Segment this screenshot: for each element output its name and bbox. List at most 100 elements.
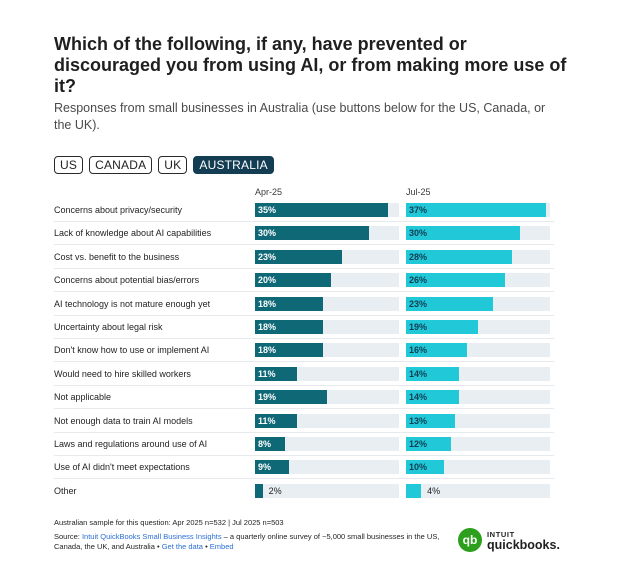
apr-bar <box>255 437 285 451</box>
apr-value-label: 18% <box>258 322 277 332</box>
apr-bar <box>255 226 369 240</box>
row-divider <box>54 478 554 479</box>
category-label: Not applicable <box>54 392 112 402</box>
region-button-us[interactable]: US <box>54 156 84 174</box>
jul-value-label: 19% <box>409 322 428 332</box>
apr-bar-track: 8% <box>255 437 399 451</box>
chart-row: Concerns about potential bias/errors 20% 2… <box>54 273 554 296</box>
jul-bar <box>406 250 512 264</box>
category-label: Uncertainty about legal risk <box>54 322 163 332</box>
category-label: Cost vs. benefit to the business <box>54 252 180 262</box>
jul-bar <box>406 414 455 428</box>
jul-bar-track: 23% <box>406 297 550 311</box>
apr-value-label: 2% <box>268 486 282 496</box>
apr-bar <box>255 297 323 311</box>
jul-bar <box>406 367 459 381</box>
apr-bar-track: 18% <box>255 343 399 357</box>
category-label: Lack of knowledge about AI capabilities <box>54 228 212 238</box>
apr-value-label: 19% <box>258 392 277 402</box>
jul-bar-track: 14% <box>406 367 550 381</box>
jul-bar <box>406 297 493 311</box>
jul-value-label: 13% <box>409 416 428 426</box>
jul-value-label: 14% <box>409 392 428 402</box>
jul-bar <box>406 460 444 474</box>
apr-value-label: 35% <box>258 205 277 215</box>
row-divider <box>54 268 554 269</box>
apr-value-label: 18% <box>258 299 277 309</box>
region-button-group: US CANADA UK AUSTRALIA <box>54 156 274 174</box>
row-divider <box>54 361 554 362</box>
apr-bar-track: 2% <box>255 484 399 498</box>
source-note: Source: Intuit QuickBooks Small Business… <box>54 532 444 552</box>
category-label: Concerns about potential bias/errors <box>54 275 200 285</box>
logo-brand: INTUIT <box>487 530 515 539</box>
chart-row: Cost vs. benefit to the business 23% 28% <box>54 250 554 273</box>
chart-title: Which of the following, if any, have pre… <box>54 34 567 96</box>
quickbooks-logo: qb INTUIT quickbooks. <box>458 528 560 552</box>
jul-bar-track: 14% <box>406 390 550 404</box>
apr-bar <box>255 484 263 498</box>
apr-value-label: 11% <box>258 369 276 379</box>
apr-bar <box>255 414 297 428</box>
row-divider <box>54 432 554 433</box>
jul-bar <box>406 484 421 498</box>
jul-value-label: 37% <box>409 205 428 215</box>
row-divider <box>54 291 554 292</box>
logo-product: quickbooks. <box>487 538 560 552</box>
column-header-apr: Apr-25 <box>255 187 283 197</box>
chart-row: Not enough data to train AI models 11% 13% <box>54 414 554 437</box>
row-divider <box>54 385 554 386</box>
jul-bar-track: 28% <box>406 250 550 264</box>
jul-bar <box>406 320 478 334</box>
chart-row: AI technology is not mature enough yet 18… <box>54 297 554 320</box>
sample-footnote: Australian sample for this question: Apr… <box>54 518 284 527</box>
row-divider <box>54 455 554 456</box>
apr-value-label: 9% <box>258 462 272 472</box>
chart-row: Not applicable 19% 14% <box>54 390 554 413</box>
apr-bar-track: 19% <box>255 390 399 404</box>
jul-bar-track: 16% <box>406 343 550 357</box>
apr-bar-track: 9% <box>255 460 399 474</box>
chart-row: Lack of knowledge about AI capabilities 3… <box>54 226 554 249</box>
category-label: Other <box>54 486 77 496</box>
category-label: Don't know how to use or implement AI <box>54 345 210 355</box>
apr-value-label: 30% <box>258 228 277 238</box>
jul-value-label: 28% <box>409 252 428 262</box>
region-button-uk[interactable]: UK <box>158 156 188 174</box>
jul-bar <box>406 273 505 287</box>
region-button-australia[interactable]: AUSTRALIA <box>193 156 274 174</box>
source-prefix: Source: <box>54 532 82 541</box>
apr-bar-track: 18% <box>255 297 399 311</box>
category-label: Not enough data to train AI models <box>54 416 193 426</box>
category-label: AI technology is not mature enough yet <box>54 299 211 309</box>
jul-value-label: 16% <box>409 345 428 355</box>
embed-link[interactable]: Embed <box>209 542 234 551</box>
row-divider <box>54 221 554 222</box>
jul-bar <box>406 343 467 357</box>
apr-value-label: 23% <box>258 252 277 262</box>
region-button-canada[interactable]: CANADA <box>89 156 153 174</box>
row-divider <box>54 408 554 409</box>
apr-value-label: 11% <box>258 416 276 426</box>
apr-bar <box>255 367 297 381</box>
chart-row: Uncertainty about legal risk 18% 19% <box>54 320 554 343</box>
apr-bar-track: 35% <box>255 203 399 217</box>
jul-bar <box>406 203 546 217</box>
jul-value-label: 12% <box>409 439 428 449</box>
get-data-link[interactable]: Get the data <box>161 542 203 551</box>
apr-bar <box>255 460 289 474</box>
chart-row: Laws and regulations around use of AI 8% 1… <box>54 437 554 460</box>
chart-subtitle: Responses from small businesses in Austr… <box>54 101 546 132</box>
apr-bar-track: 30% <box>255 226 399 240</box>
apr-bar <box>255 343 323 357</box>
row-divider <box>54 244 554 245</box>
apr-bar <box>255 390 327 404</box>
jul-bar-track: 10% <box>406 460 550 474</box>
chart-row: Concerns about privacy/security 35% 37% <box>54 203 554 226</box>
chart-row: Other 2% 4% <box>54 484 554 507</box>
jul-bar-track: 26% <box>406 273 550 287</box>
apr-bar <box>255 320 323 334</box>
source-link[interactable]: Intuit QuickBooks Small Business Insight… <box>81 532 222 541</box>
jul-bar-track: 13% <box>406 414 550 428</box>
apr-bar-track: 11% <box>255 414 399 428</box>
